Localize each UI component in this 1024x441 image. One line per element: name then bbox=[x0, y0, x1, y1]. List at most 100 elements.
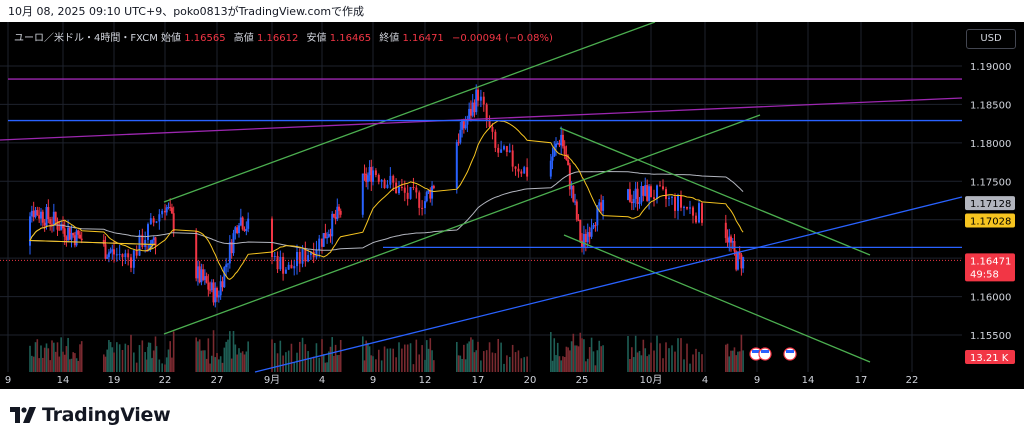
candle-body bbox=[372, 170, 374, 182]
candle-body bbox=[653, 197, 655, 199]
candle-body bbox=[147, 224, 149, 240]
volume-bar bbox=[42, 357, 44, 372]
volume-bar bbox=[468, 341, 470, 372]
volume-bar bbox=[456, 341, 458, 372]
candle-body bbox=[107, 252, 110, 258]
volume-bar bbox=[240, 352, 242, 372]
candle-body bbox=[217, 295, 220, 298]
candle-body bbox=[32, 210, 35, 218]
candle-body bbox=[632, 198, 635, 204]
candle-body bbox=[243, 229, 246, 231]
candle-body bbox=[500, 149, 503, 153]
volume-bar bbox=[333, 355, 335, 372]
volume-bar bbox=[211, 355, 213, 372]
volume-bar bbox=[225, 341, 227, 372]
volume-bar bbox=[205, 358, 208, 372]
volume-bar bbox=[113, 352, 115, 372]
candle-body bbox=[307, 255, 310, 262]
candle-body bbox=[322, 233, 325, 247]
volume-bar bbox=[331, 337, 333, 372]
volume-bar bbox=[569, 350, 571, 372]
candle-body bbox=[366, 175, 369, 183]
volume-bar bbox=[592, 351, 595, 372]
volume-bar bbox=[742, 350, 744, 372]
low-value: 1.16465 bbox=[329, 33, 372, 44]
volume-bar bbox=[459, 355, 462, 372]
volume-bar bbox=[431, 350, 433, 372]
volume-bar bbox=[466, 343, 469, 372]
candle-body bbox=[238, 225, 240, 234]
volume-bar bbox=[238, 348, 240, 372]
price-tag-text: 13.21 K bbox=[970, 353, 1009, 364]
volume-bar bbox=[38, 358, 40, 372]
time-tick-label: 17 bbox=[855, 375, 868, 386]
candle-body bbox=[282, 256, 285, 274]
price-tick-label: 1.18500 bbox=[970, 100, 1011, 111]
descending-upper-line bbox=[559, 127, 871, 256]
volume-bar bbox=[219, 356, 222, 372]
candle-body bbox=[418, 192, 421, 208]
candle-body bbox=[695, 215, 697, 223]
price-chart[interactable]: 1.190001.185001.180001.175001.170001.165… bbox=[0, 22, 1024, 389]
candle-body bbox=[567, 159, 570, 166]
volume-bar bbox=[121, 349, 124, 372]
candle-body bbox=[514, 166, 517, 169]
volume-bar bbox=[53, 342, 55, 372]
candle-body bbox=[324, 233, 327, 239]
volume-bar bbox=[109, 342, 112, 372]
candle-body bbox=[212, 282, 215, 303]
candle-body bbox=[575, 201, 578, 220]
volume-bar bbox=[146, 359, 148, 372]
volume-bar bbox=[526, 356, 528, 372]
candle-body bbox=[570, 185, 573, 190]
chart-area[interactable]: 1.190001.185001.180001.175001.170001.165… bbox=[0, 22, 1024, 389]
volume-bar bbox=[141, 340, 144, 372]
volume-bar bbox=[51, 340, 53, 372]
volume-bar bbox=[424, 359, 426, 372]
candle-body bbox=[198, 266, 201, 283]
candle-body bbox=[49, 219, 52, 224]
candle-body bbox=[75, 230, 78, 246]
candle-body bbox=[154, 237, 157, 246]
volume-bar bbox=[550, 332, 552, 372]
volume-bar bbox=[380, 360, 383, 372]
candle-body bbox=[304, 248, 307, 262]
volume-bar bbox=[508, 356, 511, 372]
candle-body bbox=[431, 185, 434, 199]
candle-body bbox=[508, 150, 511, 152]
volume-bar bbox=[680, 338, 682, 372]
volume-bar bbox=[395, 357, 397, 372]
candle-body bbox=[628, 189, 631, 202]
candle-body bbox=[216, 287, 218, 298]
volume-bar bbox=[169, 341, 171, 372]
volume-bar bbox=[594, 365, 597, 372]
candle-body bbox=[315, 249, 318, 258]
candle-body bbox=[152, 218, 155, 223]
candle-body bbox=[406, 192, 409, 199]
candle-body bbox=[674, 196, 676, 211]
volume-bar bbox=[520, 358, 523, 372]
candle-body bbox=[594, 225, 597, 227]
volume-bar bbox=[367, 342, 369, 372]
candle-body bbox=[230, 241, 233, 254]
volume-bar bbox=[737, 351, 739, 372]
volume-bar bbox=[54, 351, 57, 372]
candle-body bbox=[202, 269, 205, 280]
candle-body bbox=[586, 232, 589, 243]
volume-bar bbox=[111, 347, 114, 372]
volume-bar bbox=[150, 358, 152, 372]
price-tag-countdown: 49:58 bbox=[970, 269, 999, 280]
currency-button[interactable]: USD bbox=[966, 29, 1016, 49]
rising-support-line bbox=[254, 196, 963, 373]
volume-bar bbox=[62, 351, 64, 372]
candle-body bbox=[210, 282, 213, 290]
volume-bar bbox=[282, 355, 284, 372]
volume-bar bbox=[475, 350, 478, 372]
volume-bar bbox=[586, 358, 589, 372]
volume-bar bbox=[202, 350, 204, 372]
descending-lower-line bbox=[563, 234, 871, 363]
candle-body bbox=[111, 249, 114, 252]
volume-bar bbox=[229, 331, 231, 372]
candle-body bbox=[141, 234, 144, 248]
time-tick-label: 22 bbox=[906, 375, 919, 386]
